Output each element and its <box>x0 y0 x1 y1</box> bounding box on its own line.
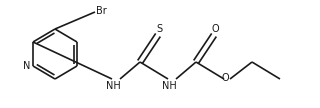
Text: S: S <box>156 24 162 34</box>
Text: NH: NH <box>162 81 176 91</box>
Text: O: O <box>211 24 219 34</box>
Text: Br: Br <box>96 6 107 16</box>
Text: N: N <box>23 61 30 71</box>
Text: O: O <box>221 73 229 83</box>
Text: NH: NH <box>106 81 120 91</box>
